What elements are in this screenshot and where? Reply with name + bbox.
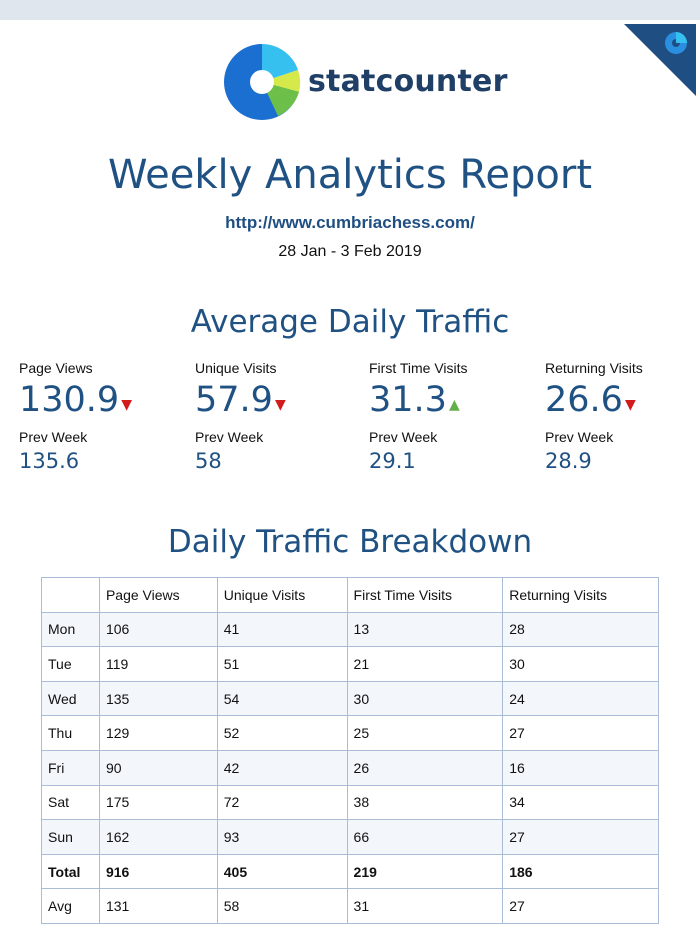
stat-value: 57.9 xyxy=(195,380,273,420)
table-row: Mon 106 41 13 28 xyxy=(41,611,659,648)
table-cell: Tue xyxy=(41,646,100,682)
stat-label: First Time Visits xyxy=(369,360,468,376)
stat-value: 130.9 xyxy=(19,380,120,420)
table-cell: Thu xyxy=(41,715,100,751)
table-cell: 135 xyxy=(98,680,218,717)
stat-returning-visits: Returning Visits 26.6 ▼ Prev Week 28.9 xyxy=(545,360,700,473)
table-cell: Avg xyxy=(41,888,100,924)
daily-breakdown-table: Page Views Unique Visits First Time Visi… xyxy=(41,577,659,924)
table-cell: 72 xyxy=(216,784,348,821)
table-row: Wed 135 54 30 24 xyxy=(41,680,659,717)
table-cell: 27 xyxy=(502,888,659,924)
trend-down-icon: ▼ xyxy=(274,397,286,413)
stat-label: Returning Visits xyxy=(545,360,643,376)
column-header: Unique Visits xyxy=(216,577,348,613)
table-cell: Mon xyxy=(41,611,100,648)
stat-first-time-visits: First Time Visits 31.3 ▲ Prev Week 29.1 xyxy=(369,360,539,473)
stat-label: Page Views xyxy=(19,360,93,376)
table-cell: 38 xyxy=(346,784,504,821)
table-cell: 24 xyxy=(502,680,659,717)
table-cell: Total xyxy=(41,853,100,890)
average-stats: Page Views 130.9 ▼ Prev Week 135.6 Unique… xyxy=(19,360,700,490)
table-cell: 119 xyxy=(98,646,218,682)
table-cell: 129 xyxy=(98,715,218,751)
table-cell: 54 xyxy=(216,680,348,717)
table-cell: 916 xyxy=(98,853,218,890)
stat-value: 31.3 xyxy=(369,380,447,420)
table-cell: 26 xyxy=(346,749,504,786)
stat-value: 26.6 xyxy=(545,380,623,420)
trend-down-icon: ▼ xyxy=(121,397,132,413)
stat-unique-visits: Unique Visits 57.9 ▼ Prev Week 58 xyxy=(195,360,365,473)
table-row: Thu 129 52 25 27 xyxy=(41,715,659,751)
table-cell: 106 xyxy=(98,611,218,648)
table-header-row: Page Views Unique Visits First Time Visi… xyxy=(41,577,659,613)
table-cell: 93 xyxy=(216,819,348,855)
table-row: Fri 90 42 26 16 xyxy=(41,749,659,786)
brand-name: statcounter xyxy=(308,64,508,99)
statcounter-logo-icon xyxy=(224,44,301,120)
table-cell: 30 xyxy=(346,680,504,717)
trend-up-icon: ▲ xyxy=(448,397,460,413)
table-cell: Fri xyxy=(41,749,100,786)
report-title: Weekly Analytics Report xyxy=(107,152,593,198)
stat-label: Unique Visits xyxy=(195,360,277,376)
prev-week-value: 58 xyxy=(195,449,222,473)
prev-week-label: Prev Week xyxy=(19,429,88,445)
table-cell: 27 xyxy=(502,819,659,855)
prev-week-value: 28.9 xyxy=(545,449,592,473)
table-cell: 51 xyxy=(216,646,348,682)
table-cell: 27 xyxy=(502,715,659,751)
average-daily-traffic-heading: Average Daily Traffic xyxy=(190,304,510,340)
table-row: Sun 162 93 66 27 xyxy=(41,819,659,855)
table-cell: 219 xyxy=(346,853,504,890)
table-cell: 131 xyxy=(98,888,218,924)
table-cell: 52 xyxy=(216,715,348,751)
table-row-total: Total 916 405 219 186 xyxy=(41,853,659,890)
table-cell: 58 xyxy=(216,888,348,924)
table-cell: 66 xyxy=(346,819,504,855)
table-cell: Wed xyxy=(41,680,100,717)
table-cell: 25 xyxy=(346,715,504,751)
column-header xyxy=(41,577,100,613)
date-range: 28 Jan - 3 Feb 2019 xyxy=(278,243,422,260)
prev-week-value: 29.1 xyxy=(369,449,416,473)
stat-page-views: Page Views 130.9 ▼ Prev Week 135.6 xyxy=(19,360,189,473)
table-cell: 16 xyxy=(502,749,659,786)
prev-week-label: Prev Week xyxy=(195,429,264,445)
table-cell: 162 xyxy=(98,819,218,855)
column-header: Returning Visits xyxy=(502,577,659,613)
table-cell: Sun xyxy=(41,819,100,855)
table-cell: 41 xyxy=(216,611,348,648)
column-header: First Time Visits xyxy=(346,577,504,613)
table-cell: Sat xyxy=(41,784,100,821)
trend-down-icon: ▼ xyxy=(624,397,636,413)
table-cell: 175 xyxy=(98,784,218,821)
table-cell: 31 xyxy=(346,888,504,924)
table-row-avg: Avg 131 58 31 27 xyxy=(41,888,659,924)
table-cell: 30 xyxy=(502,646,659,682)
site-url[interactable]: http://www.cumbriachess.com/ xyxy=(225,213,475,232)
prev-week-label: Prev Week xyxy=(545,429,614,445)
table-row: Sat 175 72 38 34 xyxy=(41,784,659,821)
prev-week-value: 135.6 xyxy=(19,449,80,473)
table-cell: 405 xyxy=(216,853,348,890)
table-cell: 13 xyxy=(346,611,504,648)
table-cell: 42 xyxy=(216,749,348,786)
daily-traffic-breakdown-heading: Daily Traffic Breakdown xyxy=(167,524,533,560)
corner-logo-icon xyxy=(624,24,696,96)
table-cell: 28 xyxy=(502,611,659,648)
table-cell: 186 xyxy=(502,853,659,890)
table-row: Tue 119 51 21 30 xyxy=(41,646,659,682)
prev-week-label: Prev Week xyxy=(369,429,438,445)
top-bar xyxy=(0,0,700,20)
column-header: Page Views xyxy=(98,577,218,613)
table-cell: 21 xyxy=(346,646,504,682)
table-cell: 34 xyxy=(502,784,659,821)
table-cell: 90 xyxy=(98,749,218,786)
